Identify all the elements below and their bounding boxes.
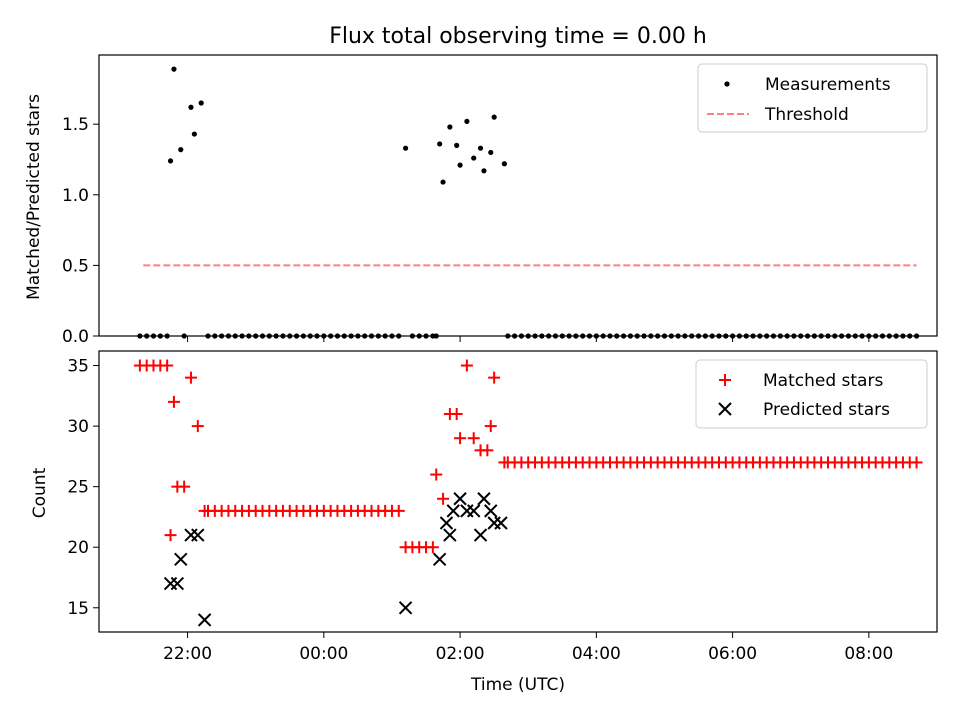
measurements-point [454, 142, 460, 148]
measurements-point [471, 155, 477, 161]
top-y-tick-label: 0.5 [62, 256, 89, 276]
measurements-point [501, 161, 507, 167]
matched-stars-point [164, 529, 177, 542]
bottom-axes-frame [98, 350, 938, 633]
chart-title: Flux total observing time = 0.00 h [329, 24, 707, 49]
matched-stars-point [454, 432, 467, 445]
bottom-y-tick-label: 30 [67, 417, 89, 437]
legend-label-matched-stars: Matched stars [763, 371, 883, 391]
matched-stars-point [426, 541, 439, 554]
predicted-stars-point [494, 516, 508, 530]
predicted-stars-point [439, 516, 454, 530]
measurements-point [481, 168, 487, 174]
matched-stars-point [481, 444, 494, 457]
measurements-point [457, 162, 463, 168]
top-y-tick-label: 1.5 [62, 115, 89, 135]
measurements-point [178, 147, 184, 153]
top-axes-frame [98, 54, 938, 337]
predicted-stars-point [170, 576, 185, 591]
measurements-point [440, 179, 446, 185]
predicted-stars-point [398, 601, 413, 615]
measurements-point [491, 114, 497, 120]
matched-stars-point [910, 456, 923, 469]
matched-stars-point [460, 359, 473, 372]
x-tick-label: 00:00 [299, 644, 348, 664]
x-tick-label: 08:00 [844, 644, 893, 664]
bottom-legend-box [695, 359, 928, 429]
bottom-y-axis-label: Count [30, 467, 50, 518]
predicted-stars-point [467, 504, 481, 518]
predicted-stars-point [473, 528, 488, 542]
predicted-stars-point [446, 504, 460, 518]
legend-label-threshold: Threshold [764, 105, 849, 125]
matched-stars-point [488, 371, 501, 384]
matched-stars-point [437, 492, 450, 505]
bottom-y-tick-label: 35 [67, 357, 89, 377]
predicted-stars-point [484, 504, 498, 518]
predicted-stars-point [191, 528, 205, 542]
bottom-y-tick-label: 20 [67, 538, 89, 558]
x-tick-label: 02:00 [436, 644, 485, 664]
top-legend-box [697, 63, 928, 133]
measurements-point [488, 149, 494, 156]
top-x-ticks [187, 336, 870, 342]
top-y-axis-label: Matched/Predicted stars [24, 94, 44, 300]
matched-stars-point [430, 468, 443, 481]
matched-stars-point [450, 407, 463, 420]
measurements-point [198, 100, 204, 106]
bottom-x-ticks: 22:00 00:00 02:00 04:00 06:00 08:00 [163, 632, 893, 664]
matched-stars-point [467, 432, 480, 445]
matched-stars-point [161, 359, 174, 372]
predicted-stars-point [174, 552, 188, 567]
measurements-point [188, 104, 194, 110]
predicted-stars-point [453, 492, 467, 506]
x-tick-label: 04:00 [572, 644, 621, 664]
measurements-point [167, 158, 174, 164]
top-y-ticks: 0.0 0.5 1.0 1.5 [62, 115, 99, 347]
measurements-point [191, 131, 197, 137]
predicted-stars-point [443, 528, 457, 542]
x-tick-label: 06:00 [708, 644, 757, 664]
matched-stars-point [178, 480, 191, 493]
bottom-plot-marks [133, 359, 923, 627]
bottom-y-tick-label: 25 [67, 478, 89, 498]
predicted-stars-point [477, 492, 491, 506]
measurements-point [171, 66, 177, 72]
bottom-y-ticks: 15 20 25 30 35 [67, 357, 99, 619]
measurements-point [447, 124, 453, 130]
matched-stars-point [167, 395, 180, 408]
measurements-point [437, 141, 443, 147]
predicted-stars-point [432, 552, 447, 567]
matched-stars-point [484, 420, 497, 433]
legend-label-predicted-stars: Predicted stars [763, 400, 890, 420]
measurements-point [464, 118, 470, 124]
legend-marker-predicted-stars [718, 402, 732, 416]
predicted-stars-point [197, 613, 212, 627]
measurements-point [402, 145, 409, 151]
x-tick-label: 22:00 [163, 644, 212, 664]
legend-label-measurements: Measurements [765, 75, 891, 95]
top-legend: Measurements Threshold [697, 63, 928, 133]
top-panel: 0.0 0.5 1.0 1.5 Matched/Predicted stars Mea… [24, 54, 938, 347]
bottom-panel: 15 20 25 30 35 22:00 00:00 02:00 04:00 06:00 08:0… [30, 350, 938, 695]
measurements-point [477, 145, 484, 151]
bottom-legend: Matched stars Predicted stars [695, 359, 928, 429]
matched-stars-point [184, 371, 197, 384]
bottom-y-tick-label: 15 [67, 599, 89, 619]
matched-stars-point [392, 504, 405, 517]
top-y-tick-label: 0.0 [62, 327, 89, 347]
matched-stars-point [191, 420, 204, 433]
x-axis-label: Time (UTC) [470, 675, 565, 695]
legend-marker-matched-stars [719, 374, 731, 386]
legend-marker-measurements [724, 81, 730, 87]
top-y-tick-label: 1.0 [62, 186, 89, 206]
